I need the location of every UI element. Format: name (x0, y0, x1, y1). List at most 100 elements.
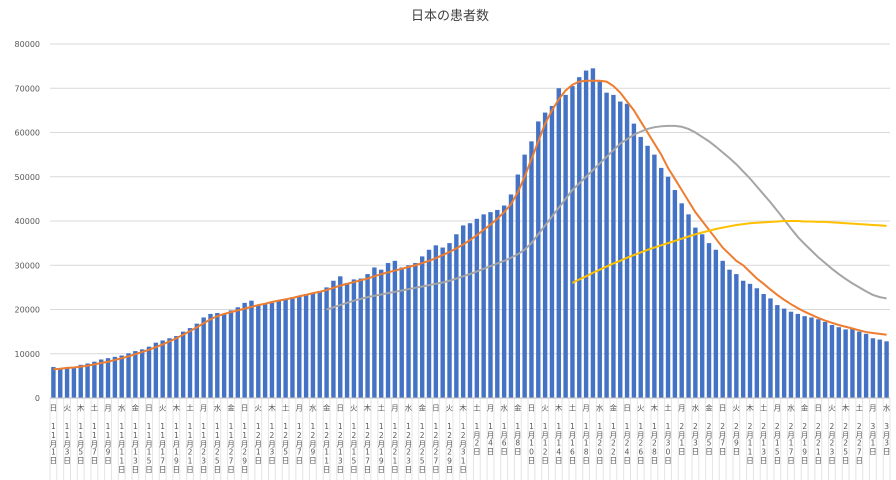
x-weekday-label: 金 (609, 403, 618, 412)
x-weekday-label: 火 (62, 404, 71, 412)
x-tick-label: 1月4日 (486, 422, 495, 456)
x-weekday-label: 日 (814, 404, 823, 413)
bar (385, 263, 391, 398)
x-weekday-label: 木 (267, 403, 276, 413)
bar (454, 234, 459, 398)
bar (426, 249, 432, 398)
x-weekday-label: 日 (336, 404, 345, 413)
x-tick-label: 2月7日 (718, 422, 727, 456)
bar (720, 260, 725, 398)
line-series (571, 220, 887, 284)
x-weekday-label: 月 (486, 404, 495, 413)
bar (863, 333, 869, 398)
x-weekday-label: 土 (855, 403, 864, 412)
x-weekday-label: 水 (786, 403, 795, 412)
x-weekday-label: 水 (691, 403, 700, 412)
bar (290, 297, 295, 398)
x-weekday-label: 金 (226, 403, 235, 412)
bar (515, 174, 521, 398)
chart-title: 日本の患者数 (411, 9, 489, 24)
x-weekday-label: 水 (882, 403, 891, 412)
x-weekday-label: 土 (185, 403, 194, 412)
bar (693, 227, 698, 398)
x-tick-label: 2月13日 (759, 422, 768, 465)
bar (474, 218, 480, 398)
x-tick-label: 1月20日 (595, 422, 604, 465)
bar (126, 353, 131, 398)
bar (262, 304, 268, 398)
bar (146, 346, 152, 398)
x-tick-label: 11月27日 (226, 422, 235, 474)
x-tick-label: 11月7日 (90, 422, 99, 465)
bar (379, 269, 384, 398)
bar (440, 247, 445, 398)
bar (836, 327, 841, 398)
x-tick-label: 12月21日 (390, 422, 399, 474)
bar (338, 276, 343, 398)
bar (570, 86, 575, 398)
line-series (326, 124, 887, 311)
x-weekday-label: 土 (472, 403, 481, 412)
bar (563, 94, 568, 398)
bar (884, 341, 889, 398)
bar (174, 336, 179, 398)
x-weekday-label: 日 (145, 404, 154, 413)
x-weekday-label: 土 (376, 403, 385, 412)
bar (843, 329, 848, 398)
x-weekday-label: 木 (554, 403, 563, 413)
bar (857, 331, 862, 398)
bar (365, 274, 370, 398)
x-tick-label: 11月29日 (240, 422, 249, 474)
bar (105, 358, 111, 398)
y-tick-label: 20000 (15, 306, 40, 315)
bar (467, 223, 473, 398)
x-weekday-label: 水 (213, 403, 222, 412)
bar (324, 287, 329, 398)
bar (665, 176, 671, 398)
y-tick-label: 30000 (15, 261, 40, 270)
bar (877, 339, 882, 398)
x-tick-label: 12月19日 (377, 422, 386, 474)
bar (447, 243, 452, 398)
x-weekday-label: 水 (404, 403, 413, 412)
x-weekday-label: 水 (117, 403, 126, 412)
x-weekday-label: 土 (663, 403, 672, 412)
x-tick-label: 12月3日 (267, 422, 276, 465)
x-tick-label: 12月9日 (308, 422, 317, 465)
x-weekday-label: 月 (199, 404, 208, 413)
x-weekday-label: 月 (582, 404, 591, 413)
bar (699, 234, 705, 398)
bar (392, 260, 398, 398)
x-weekday-label: 火 (349, 404, 358, 412)
x-tick-label: 12月27日 (431, 422, 440, 474)
x-tick-label: 11月3日 (63, 422, 72, 465)
y-tick-label: 70000 (15, 84, 40, 93)
bar (740, 280, 746, 398)
x-tick-label: 1月16日 (568, 422, 577, 465)
bar (788, 311, 794, 398)
x-tick-label: 12月5日 (281, 422, 290, 465)
bar (283, 299, 288, 398)
x-weekday-label: 日 (240, 404, 249, 413)
x-tick-label: 2月9日 (732, 422, 741, 456)
x-weekday-label: 日 (431, 404, 440, 413)
x-tick-label: 2月5日 (705, 422, 714, 456)
x-tick-label: 1月22日 (609, 422, 618, 465)
bar (221, 313, 227, 398)
x-tick-label: 3月3日 (882, 422, 891, 456)
x-weekday-label: 金 (131, 403, 140, 412)
x-tick-label: 2月15日 (773, 422, 782, 465)
x-tick-label: 12月1日 (254, 422, 263, 465)
bar (624, 103, 630, 399)
bar (71, 367, 77, 398)
x-tick-label: 12月23日 (404, 422, 413, 474)
bar (249, 300, 254, 398)
bar (433, 245, 439, 398)
bar (508, 194, 514, 398)
bar (153, 342, 159, 398)
x-weekday-label: 木 (745, 403, 754, 413)
x-tick-label: 12月13日 (336, 422, 345, 474)
bar (51, 367, 56, 398)
bar (488, 212, 493, 398)
